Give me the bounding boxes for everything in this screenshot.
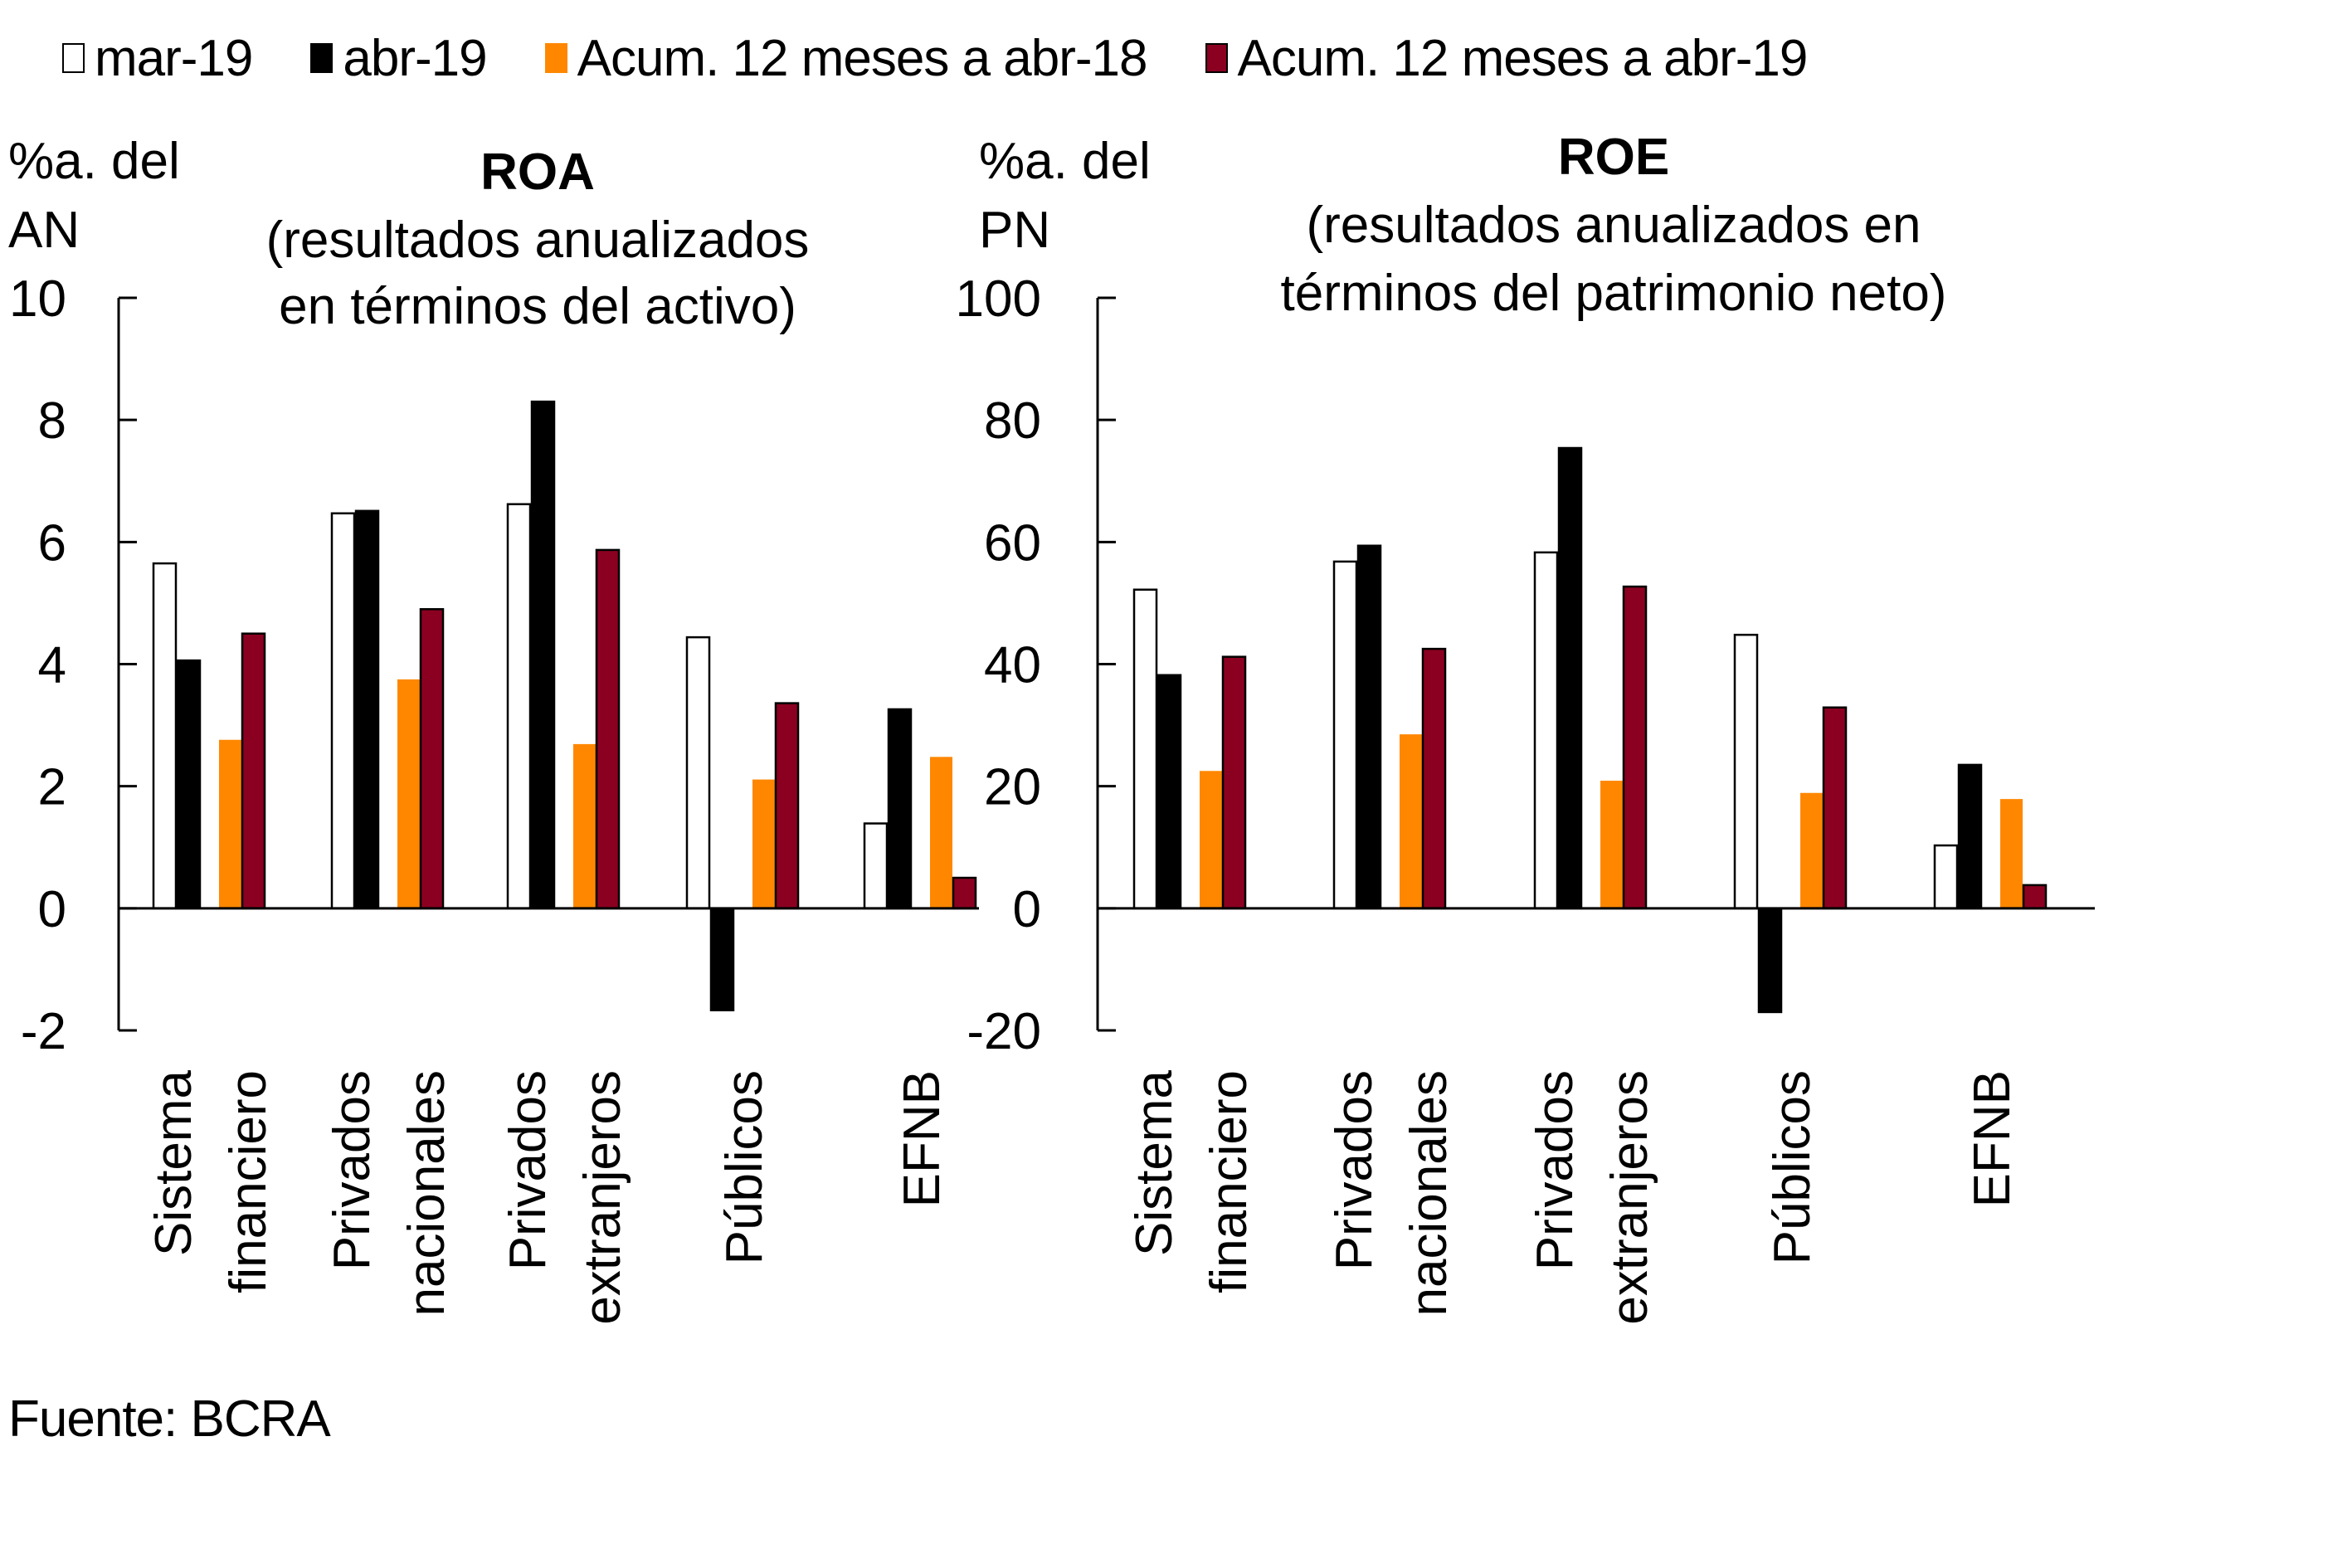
roe-chart-subtitle: términos del patrimonio neto) [1281,265,1947,322]
roa-bar-acum-abr-19 [241,632,266,910]
roe-bar-acum-abr-19 [2022,884,2048,910]
roe-chart-title: ROE [1558,129,1669,186]
roa-y-tick-label: 10 [9,270,66,328]
roa-bar-mar-19 [330,512,356,910]
roa-y-tick-label: 2 [38,759,66,816]
roa-category-label: EFNB [894,1070,951,1207]
roa-bar-abr-19 [887,708,913,910]
roe-category-label: EFNB [1964,1070,2021,1207]
roe-category-label: extranjeros [1601,1070,1658,1325]
legend-item: mar-19 [62,29,253,88]
roa-bar-abr-19 [709,907,735,1011]
roe-bar-acum-abr-18 [1400,734,1422,908]
roe-bar-acum-abr-19 [1622,585,1648,910]
roe-bar-mar-19 [1533,551,1559,910]
roe-bar-acum-abr-18 [1600,781,1623,908]
roa-bar-acum-abr-18 [219,739,241,908]
roa-bar-mar-19 [685,635,711,910]
roe-bar-acum-abr-18 [1800,792,1823,908]
roa-category-label: nacionales [398,1070,455,1316]
roa-y-tick-label: -2 [21,1003,66,1060]
legend-swatch [62,43,85,73]
roa-bar-mar-19 [506,503,532,910]
roa-bar-acum-abr-19 [952,876,977,910]
roa-bar-acum-abr-19 [419,608,445,910]
roa-y-tick-label: 6 [38,514,66,572]
roe-y-axis-label: %a. del [979,133,1151,190]
roe-bar-mar-19 [1933,844,1959,910]
roa-bar-acum-abr-18 [930,757,952,908]
roe-category-label: financiero [1200,1070,1258,1293]
roe-bar-mar-19 [1733,633,1759,910]
legend-label: Acum. 12 meses a abr-18 [577,29,1148,87]
roe-category-label: Sistema [1126,1069,1183,1255]
roa-y-tick-label: 0 [38,881,66,938]
roa-bar-acum-abr-19 [774,702,800,910]
roe-category-label: Privados [1326,1070,1383,1270]
legend-item: Acum. 12 meses a abr-18 [544,29,1148,88]
roe-category-label: nacionales [1400,1070,1458,1316]
roe-category-label: Privados [1527,1070,1584,1270]
roa-bar-acum-abr-18 [573,743,596,908]
roe-bar-abr-19 [1757,907,1783,1014]
legend-item: Acum. 12 meses a abr-19 [1205,29,1808,88]
roa-bar-abr-19 [530,400,556,910]
roa-bar-acum-abr-18 [397,679,420,908]
legend-label: Acum. 12 meses a abr-19 [1237,29,1809,87]
roa-category-label: Privados [499,1070,557,1270]
roe-category-label: Públicos [1764,1070,1821,1264]
legend-swatch [310,43,334,73]
roa-bar-abr-19 [354,509,380,910]
roe-bar-acum-abr-18 [2000,799,2023,908]
roa-bar-acum-abr-19 [595,548,621,910]
roe-y-tick-label: 100 [956,270,1041,328]
roa-bar-mar-19 [863,822,889,910]
roe-bar-mar-19 [1132,588,1158,910]
roe-chart-subtitle: (resultados anualizados en [1306,197,1921,254]
roe-bar-acum-abr-19 [1421,647,1447,910]
roa-category-label: financiero [220,1070,277,1293]
source-note: Fuente: BCRA [8,1390,331,1448]
chart-legend: mar-19 abr-19 Acum. 12 meses a abr-18 Acum.… [62,25,1865,91]
roe-y-tick-label: -20 [967,1003,1041,1060]
roa-y-tick-label: 8 [38,392,66,450]
roe-bar-acum-abr-19 [1221,655,1247,910]
roe-y-tick-label: 40 [984,637,1041,694]
roe-bar-abr-19 [1356,544,1382,910]
roe-y-axis-label: PN [979,202,1050,259]
roe-bar-acum-abr-18 [1200,771,1222,908]
roe-y-tick-label: 0 [1013,881,1041,938]
roe-y-tick-label: 80 [984,392,1041,450]
roa-category-label: Públicos [716,1070,773,1264]
roe-bar-abr-19 [1957,763,1983,910]
roa-y-axis-label: %a. del [8,133,180,190]
roe-bar-mar-19 [1332,560,1358,910]
roa-bar-mar-19 [152,562,178,910]
roe-bar-acum-abr-19 [1822,706,1848,910]
roa-bar-acum-abr-18 [752,779,775,908]
roa-y-axis-label: AN [8,202,80,259]
roa-chart-subtitle: en términos del activo) [279,278,796,335]
roa-chart-subtitle: (resultados anualizados [266,212,810,269]
roa-y-tick-label: 4 [38,637,66,694]
roa-category-label: Privados [324,1070,381,1270]
roa-category-label: extranjeros [574,1070,631,1325]
legend-label: abr-19 [343,29,487,87]
roe-y-tick-label: 20 [984,759,1041,816]
legend-swatch [1205,43,1228,73]
roe-y-tick-label: 60 [984,514,1041,572]
legend-label: mar-19 [95,29,253,87]
legend-item: abr-19 [310,29,488,88]
roa-chart-title: ROA [480,144,595,201]
roe-bar-abr-19 [1157,674,1182,910]
roa-category-label: Sistema [145,1069,202,1255]
legend-swatch [544,43,567,73]
roa-bar-abr-19 [176,659,202,910]
roe-bar-abr-19 [1557,446,1583,910]
